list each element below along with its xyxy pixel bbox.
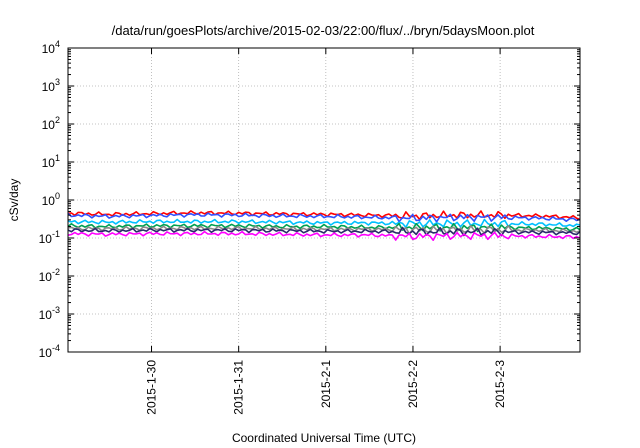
series-layer <box>67 210 581 241</box>
x-tick-label: 2015-1-31 <box>232 360 246 415</box>
grid <box>68 48 580 352</box>
x-tick-label: 2015-2-1 <box>319 360 333 408</box>
y-tick-label: 103 <box>42 77 60 94</box>
series-line <box>67 230 581 241</box>
series-line <box>67 218 581 229</box>
y-tick-label: 10-4 <box>39 343 60 360</box>
y-tick-label: 100 <box>42 191 60 208</box>
x-axis-label: Coordinated Universal Time (UTC) <box>232 431 416 445</box>
series-line <box>67 212 581 223</box>
y-tick-label: 101 <box>42 153 60 170</box>
y-axis-label: cSv/day <box>7 179 21 222</box>
chart-title: /data/run/goesPlots/archive/2015-02-03/2… <box>112 23 535 38</box>
x-tick-label: 2015-2-2 <box>406 360 420 408</box>
y-tick-label: 102 <box>42 115 60 132</box>
x-tick-label: 2015-1-30 <box>145 360 159 415</box>
y-tick-label: 10-2 <box>39 267 60 284</box>
ticks: 10-4 10-3 10-2 10-1 100 101 102 103 104 2015-1-30… <box>39 39 580 415</box>
x-tick-label: 2015-2-3 <box>493 360 507 408</box>
series-line <box>67 226 581 237</box>
y-tick-label: 10-1 <box>39 229 60 246</box>
y-tick-label: 10-3 <box>39 305 60 322</box>
y-tick-label: 104 <box>42 39 60 56</box>
